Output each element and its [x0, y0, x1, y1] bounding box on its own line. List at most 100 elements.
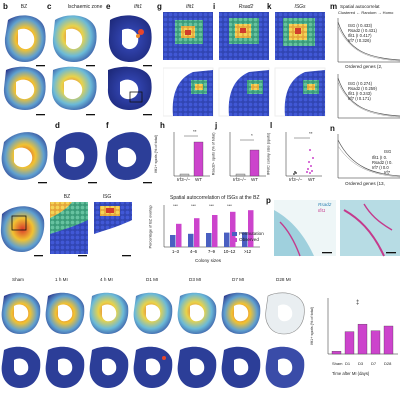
panel-m-title: Spatial autocorrelat [340, 4, 380, 9]
timecourse-xlabel: Time after MI (days) [332, 371, 370, 376]
chart-l-point [294, 171, 296, 173]
chart-h-sig: ** [193, 129, 197, 134]
timeline-labels: Sham 1 h MI 4 h MI D1 MI D3 MI D7 MI D28… [0, 277, 310, 288]
timeline-label-d1: D1 MI [146, 277, 159, 282]
timeline-label-4h: 4 h MI [100, 277, 113, 282]
spatial-bar-observed [194, 218, 200, 247]
inset-g-top [163, 12, 213, 60]
chart-l-sig: ** [309, 131, 313, 136]
chart-j-sig: * [251, 133, 253, 138]
panel-m-bottom-gene-3: Ifit1 (I 0.243) [348, 91, 372, 96]
spatial-sig-label: *** [173, 203, 178, 208]
timecourse-bar [370, 330, 381, 355]
legend-observed-swatch [232, 237, 237, 242]
panel-n-plot [337, 134, 400, 179]
spatial-legend: Permutation Observed [232, 231, 264, 242]
header-ifit1: Ifit1 [133, 4, 143, 10]
hexagon-insets [163, 12, 326, 117]
spatial-tick-label: 7–9 [208, 249, 216, 254]
chart-h-x1: Irf3−/− [177, 177, 191, 182]
inset-g-bottom [163, 67, 214, 117]
heart-f-middle [105, 132, 152, 180]
timecourse-tick-label: Sham [332, 361, 343, 366]
legend-permutation-swatch [232, 232, 237, 237]
panel-m-bottom-gene-2: Rsad2 (I 0.259) [348, 86, 377, 91]
spatial-bar-observed [176, 223, 182, 247]
spatial-sig-label: *** [209, 203, 214, 208]
panel-n-gene-2: Ifit1 (I 0. [372, 155, 388, 160]
heart-c-bottom [51, 66, 97, 110]
chart-l-point [307, 168, 309, 170]
panel-label-n: n [330, 124, 335, 133]
chart-j-ylabel: Rsad2+ spots (% of total) [211, 132, 216, 176]
timecourse-bar [383, 325, 394, 355]
timeline-bottom-row [1, 346, 305, 388]
panel-label-c: c [47, 2, 52, 11]
timecourse-tick-label: D7 [371, 361, 377, 366]
spatial-tick-label: 1–3 [172, 249, 180, 254]
timecourse-bar [331, 351, 342, 355]
chart-j [229, 132, 266, 177]
panel-m-bottom-gene-4: Irf7 (I 0.171) [348, 96, 371, 101]
inset-k-bottom [274, 67, 326, 117]
heart-e-bottom [107, 66, 152, 110]
panel-label-j: j [215, 121, 218, 130]
timecourse-ylabel: Ifit1+ spots (% of total) [310, 306, 315, 345]
spatial-bar-permutation [170, 235, 176, 247]
spatial-bar-permutation [224, 232, 230, 247]
spatial-sig-label: *** [227, 203, 232, 208]
timecourse-bar [344, 331, 355, 355]
chart-l-x2: WT [308, 177, 316, 182]
timecourse-tick-label: D28 [384, 361, 392, 366]
timeline-label-d7: D7 MI [232, 277, 245, 282]
spatial-bar-permutation [206, 233, 212, 247]
header-k: ISGs [294, 4, 306, 10]
spatial-chart-title: Spatial autocorrelation of ISGs at the B… [170, 195, 260, 201]
panel-label-g: g [157, 2, 162, 11]
timeline-label-1h: 1 h MI [55, 277, 68, 282]
header-bz-inset: BZ [63, 194, 71, 200]
chart-j-x2: WT [251, 177, 259, 182]
panel-m-top-gene-4: Irf7 (I 0.326) [348, 38, 371, 43]
spatial-tick-label: 4–6 [190, 249, 198, 254]
panel-m-bottom-gene-1: ISG (I 0.274) [348, 81, 372, 86]
inset-i-bottom [218, 67, 270, 117]
timeline-hearts [1, 292, 305, 388]
panel-label-p: p [266, 196, 271, 205]
chart-j-bar-wt [249, 149, 260, 177]
panel-m-top-gene-1: ISG (I 0.433) [348, 23, 372, 28]
header-isg-inset: ISG [102, 194, 112, 200]
timecourse-xticks: Sham D1 D3 D7 D28 [318, 356, 400, 366]
inset-bz [50, 202, 88, 254]
timecourse-tick-label: D3 [358, 361, 364, 366]
timeline-label-d28: D28 MI [276, 277, 291, 282]
chart-l-point [311, 170, 313, 172]
spatial-bar-observed [230, 211, 236, 247]
heart-e-top [108, 15, 152, 63]
panel-m-plots [337, 18, 400, 119]
bar-charts-hjl [173, 132, 322, 177]
header-ischaemic: Ischaemic zone [67, 4, 103, 10]
chart-l-point [293, 173, 295, 175]
timecourse-bar [357, 323, 368, 355]
chart-l-x1: Irf3−/− [289, 177, 303, 182]
heart-b-middle [1, 132, 48, 180]
chart-h-ylabel: Ifit1+ spots (% of total) [154, 134, 159, 173]
chart-l [285, 132, 322, 177]
heart-sections-middle [1, 132, 152, 184]
spatial-xlabel: Colony sizes [195, 258, 222, 263]
chart-h-bar-ko [179, 173, 190, 177]
spatial-bar-observed [212, 215, 218, 247]
panel-label-h: h [160, 121, 165, 130]
panel-n-gene-3: Rsad2 (I 0. [372, 160, 393, 165]
panel-m-top-gene-3: Ifit1 (I 0.417) [348, 33, 372, 38]
heart-d-middle [53, 132, 98, 180]
panel-n-gene-5: Irf7 [384, 170, 391, 175]
heart-c-top [52, 15, 97, 63]
panel-n-xlabel: Ordered genes (13, [345, 181, 385, 186]
timecourse-sig: ‡ [356, 300, 360, 306]
histology-images [274, 200, 400, 257]
heart-b-bottom [3, 66, 46, 110]
timeline-label-sham: Sham [12, 277, 25, 282]
panel-label-m: m [330, 2, 338, 11]
